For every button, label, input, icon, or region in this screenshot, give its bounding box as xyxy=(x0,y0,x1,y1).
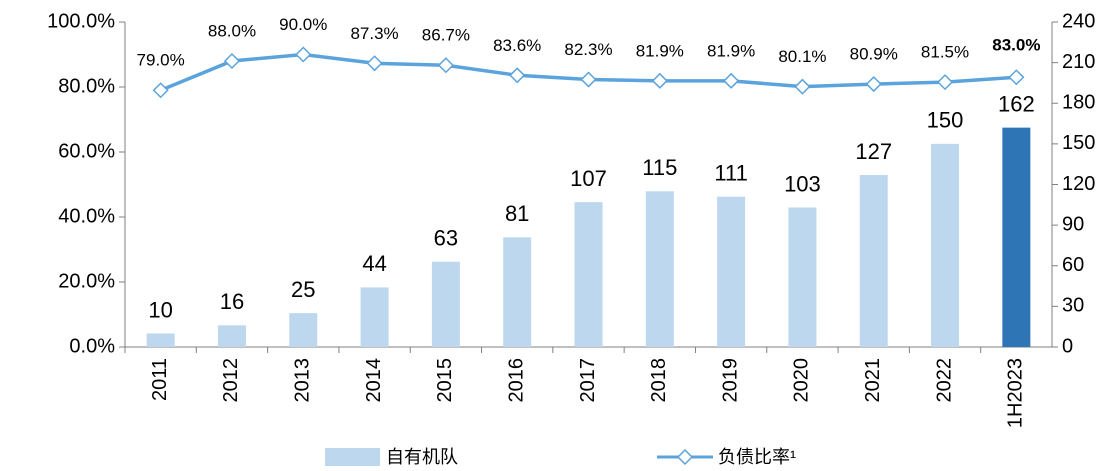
line-value-label: 81.9% xyxy=(707,41,755,60)
bar xyxy=(146,333,175,347)
y-tick-label: 80.0% xyxy=(58,75,115,97)
line-marker xyxy=(580,71,597,88)
bar-value-label: 81 xyxy=(505,201,529,226)
line-marker xyxy=(651,72,668,89)
bar xyxy=(1002,127,1031,347)
bar-value-label: 111 xyxy=(714,161,747,186)
bar xyxy=(645,191,674,347)
bar-value-label: 115 xyxy=(642,155,677,180)
x-tick-label: 2012 xyxy=(220,358,242,403)
line-value-label: 87.3% xyxy=(350,24,398,43)
line-value-label: 82.3% xyxy=(564,40,612,59)
line-marker xyxy=(152,82,169,99)
bar xyxy=(931,143,960,347)
line-value-label: 86.7% xyxy=(422,26,470,45)
line-value-label: 81.5% xyxy=(921,43,969,62)
line-value-label: 79.0% xyxy=(137,51,185,70)
x-tick-label: 2013 xyxy=(292,358,314,403)
y2-tick-label: 30 xyxy=(1062,295,1084,317)
legend-label: 负债比率¹ xyxy=(718,447,796,467)
bar-value-label: 127 xyxy=(855,139,892,164)
x-tick-label: 2014 xyxy=(363,358,385,403)
bar xyxy=(360,287,389,347)
line-marker xyxy=(1008,69,1025,86)
x-tick-label: 1H2023 xyxy=(1005,358,1027,428)
y2-tick-label: 180 xyxy=(1062,92,1095,114)
y2-tick-label: 210 xyxy=(1062,51,1095,73)
legend-marker xyxy=(676,448,694,466)
line-value-label: 81.9% xyxy=(636,41,684,60)
bar-value-label: 150 xyxy=(927,108,964,133)
legend-label: 自有机队 xyxy=(386,447,458,467)
y-tick-label: 20.0% xyxy=(58,270,115,292)
x-tick-label: 2019 xyxy=(719,358,741,403)
bar xyxy=(859,175,888,347)
y2-tick-label: 120 xyxy=(1062,173,1095,195)
line-marker xyxy=(723,72,740,89)
bar-value-label: 25 xyxy=(291,277,315,302)
line-value-label: 88.0% xyxy=(208,21,256,40)
bar-value-label: 16 xyxy=(220,289,244,314)
bar xyxy=(717,196,746,347)
y2-tick-label: 60 xyxy=(1062,254,1084,276)
line-value-label: 80.1% xyxy=(778,47,826,66)
x-tick-label: 2021 xyxy=(862,358,884,403)
line-marker xyxy=(223,52,241,70)
x-tick-label: 2022 xyxy=(933,358,955,403)
x-tick-label: 2016 xyxy=(505,358,527,403)
line-marker xyxy=(865,76,882,93)
line-value-label: 83.0% xyxy=(992,36,1040,55)
bar xyxy=(289,313,318,347)
line-marker xyxy=(936,74,954,91)
y2-tick-label: 0 xyxy=(1062,335,1073,357)
line-marker xyxy=(366,55,383,72)
bar-value-label: 107 xyxy=(570,166,607,191)
bar-value-label: 103 xyxy=(784,171,821,196)
line-marker xyxy=(509,67,526,84)
bar xyxy=(217,325,246,347)
y2-tick-label: 150 xyxy=(1062,132,1095,154)
x-tick-label: 2017 xyxy=(577,358,599,403)
line-value-label: 90.0% xyxy=(279,15,327,34)
x-tick-label: 2015 xyxy=(434,358,456,403)
line-value-label: 80.9% xyxy=(850,45,898,64)
bar xyxy=(431,261,460,347)
bar-value-label: 63 xyxy=(434,226,458,251)
bar xyxy=(503,237,532,347)
line-marker xyxy=(437,57,454,74)
y-tick-label: 60.0% xyxy=(58,140,115,162)
x-tick-label: 2011 xyxy=(149,358,171,401)
y-tick-label: 0.0% xyxy=(69,335,115,357)
bar xyxy=(788,207,817,347)
y-tick-label: 40.0% xyxy=(58,205,115,227)
line-value-label: 83.6% xyxy=(493,36,541,55)
line-marker xyxy=(794,78,811,95)
x-tick-label: 2018 xyxy=(648,358,670,403)
bar xyxy=(574,202,603,347)
bar-value-label: 162 xyxy=(998,91,1035,116)
legend-swatch xyxy=(325,448,380,466)
bar-value-label: 10 xyxy=(148,297,172,322)
y2-tick-label: 90 xyxy=(1062,213,1084,235)
y2-tick-label: 240 xyxy=(1062,10,1095,32)
y-tick-label: 100.0% xyxy=(47,10,115,32)
line-marker xyxy=(295,46,312,63)
bar-value-label: 44 xyxy=(362,251,386,276)
x-tick-label: 2020 xyxy=(791,358,813,403)
